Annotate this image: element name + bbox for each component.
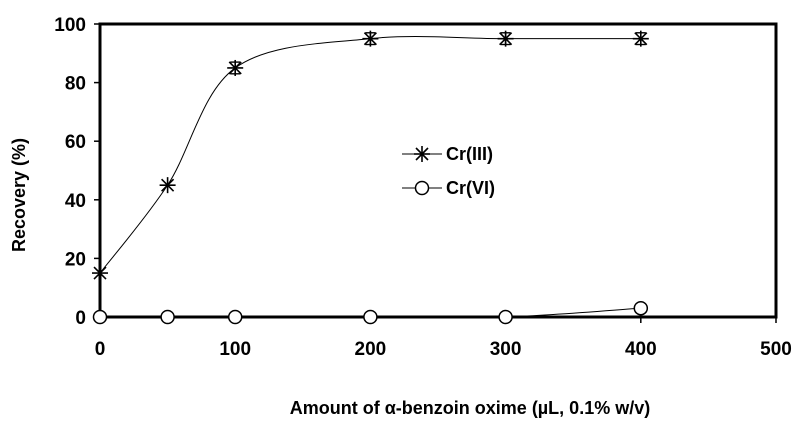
- data-point-circle: [633, 300, 649, 316]
- y-tick-label: 20: [65, 249, 86, 270]
- data-point-circle: [160, 309, 175, 325]
- data-point-circle: [92, 309, 108, 325]
- x-tick-label: 300: [490, 339, 522, 360]
- data-point-circle: [363, 309, 378, 325]
- y-tick-label: 80: [65, 74, 86, 95]
- y-tick-label: 40: [65, 191, 86, 212]
- x-tick-label: 400: [625, 339, 657, 360]
- x-tick-label: 200: [355, 339, 387, 360]
- legend-marker-asterisk: [414, 146, 430, 162]
- legend-label: Cr(VI): [446, 178, 495, 198]
- x-tick-label: 0: [95, 339, 106, 360]
- y-tick-label: 100: [54, 15, 86, 36]
- x-tick-label: 100: [219, 339, 251, 360]
- y-axis-title: Recovery (%): [9, 138, 29, 252]
- legend-label: Cr(III): [446, 144, 493, 164]
- data-point-asterisk: [632, 30, 649, 47]
- data-point-asterisk: [92, 265, 108, 282]
- data-point-asterisk: [227, 59, 244, 76]
- x-axis-title: Amount of α-benzoin oxime (µL, 0.1% w/v): [290, 398, 650, 418]
- series-line: [99, 35, 641, 274]
- legend-marker-circle: [414, 180, 430, 196]
- x-tick-label: 500: [760, 339, 792, 360]
- data-point-circle: [227, 309, 243, 325]
- plot-area-border: [98, 22, 778, 319]
- data-point-asterisk: [362, 30, 379, 47]
- y-tick-label: 0: [75, 308, 86, 329]
- data-point-asterisk: [497, 30, 514, 47]
- data-point-circle: [498, 309, 513, 325]
- y-tick-label: 60: [65, 132, 86, 153]
- data-point-asterisk: [159, 177, 176, 194]
